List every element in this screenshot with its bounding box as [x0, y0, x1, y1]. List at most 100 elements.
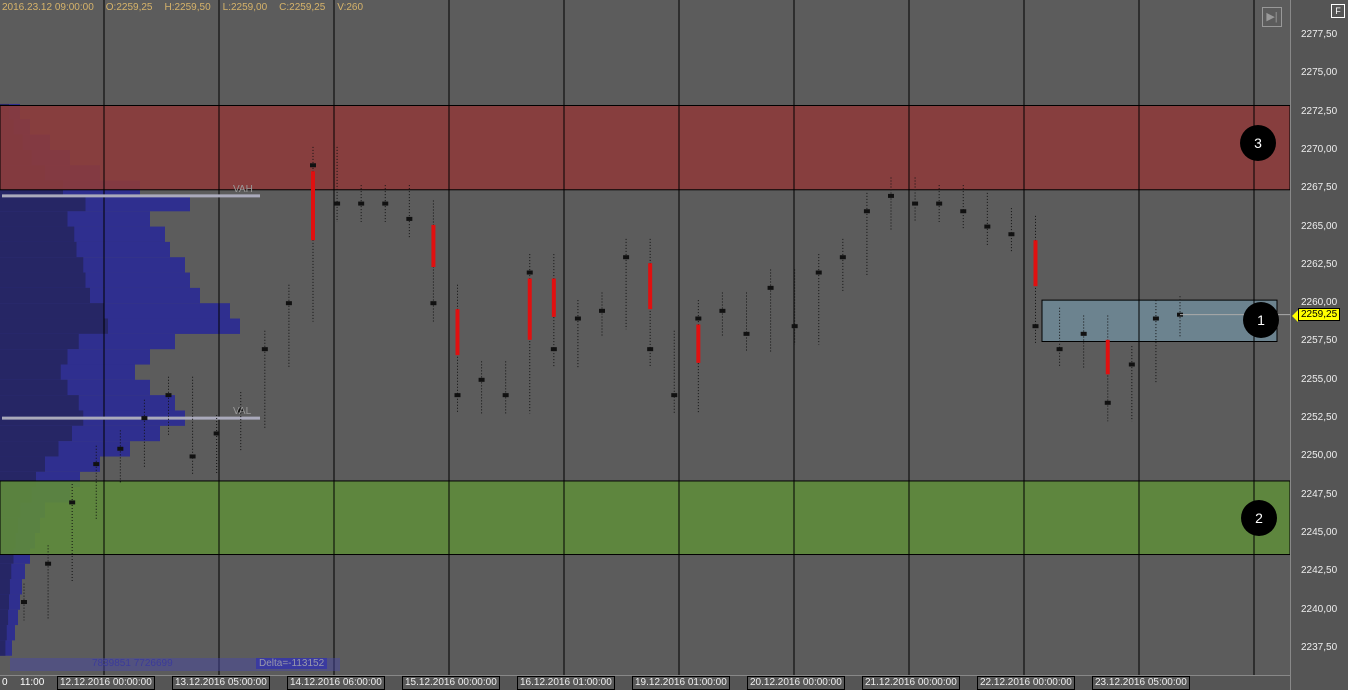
imbalance-marker	[551, 278, 556, 317]
price-bar	[237, 408, 244, 413]
zone-marker-3: 3	[1240, 125, 1276, 161]
price-bar	[671, 393, 678, 398]
profile-bar-inner	[0, 211, 68, 227]
price-bar	[478, 377, 485, 382]
profile-bar-inner	[0, 594, 9, 610]
price-bar	[888, 193, 894, 198]
profile-bar-inner	[0, 257, 84, 273]
price-label: 2250,00	[1301, 450, 1338, 462]
profile-bar-inner	[0, 379, 68, 396]
profile-bar-inner	[0, 226, 75, 242]
price-chart	[0, 0, 1291, 675]
price-bar	[382, 201, 389, 206]
profile-bar-inner	[0, 425, 72, 442]
price-bar	[815, 270, 822, 275]
price-label: 2277,50	[1301, 29, 1338, 40]
price-label: 2275,00	[1301, 67, 1338, 79]
price-bar	[21, 600, 27, 605]
high-value: H:2259,50	[164, 2, 211, 13]
scroll-to-end-button[interactable]: ▶|	[1262, 7, 1282, 27]
f-button[interactable]: F	[1331, 4, 1345, 18]
price-label: 2247,50	[1301, 488, 1338, 500]
price-bar	[1104, 400, 1111, 405]
price-bar	[1080, 331, 1087, 336]
last-price-tag: 2259,25	[1291, 308, 1341, 322]
price-bar	[1056, 347, 1063, 352]
imbalance-marker	[648, 263, 653, 310]
price-bar	[839, 255, 846, 260]
profile-bar-inner	[0, 287, 90, 304]
time-label: 11:00	[20, 677, 45, 688]
profile-bar-inner	[0, 195, 86, 212]
date-box: 14.12.2016 06:00:00	[287, 676, 385, 690]
profile-bar-inner	[0, 318, 108, 334]
price-bar	[285, 301, 292, 306]
profile-bar-inner	[0, 333, 79, 350]
profile-bar-inner	[0, 441, 59, 457]
close-value: C:2259,25	[279, 2, 326, 13]
chart-area[interactable]: 2016.23.12 09:00:00 O:2259,25 H:2259,50 L:2…	[0, 0, 1291, 675]
price-bar	[1008, 232, 1015, 237]
ohlc-header: 2016.23.12 09:00:00 O:2259,25 H:2259,50 L:2…	[2, 2, 375, 13]
price-bar	[767, 285, 774, 290]
price-bar	[1128, 362, 1135, 367]
date-box: 20.12.2016 00:00:00	[747, 676, 845, 690]
price-bar	[430, 301, 437, 306]
zone-marker-2: 2	[1241, 500, 1277, 536]
volume-stats: 7839851 7726699 Delta=-113152	[10, 658, 340, 671]
price-label: 2255,00	[1301, 373, 1338, 385]
date-box: 16.12.2016 01:00:00	[517, 676, 615, 690]
date-box: 13.12.2016 05:00:00	[172, 676, 270, 690]
delta-value: Delta=-113152	[256, 658, 328, 669]
price-bar	[358, 201, 365, 206]
price-bar	[743, 331, 750, 336]
price-bar	[454, 393, 461, 398]
imbalance-marker	[455, 309, 460, 356]
price-bar	[574, 316, 581, 321]
price-bar	[334, 201, 341, 206]
zone-1	[1041, 299, 1278, 342]
price-bar	[45, 561, 52, 566]
price-axis[interactable]: F 2277,50 2275,00 2272,50 2270,00 2267,50 226…	[1290, 0, 1348, 690]
price-label: 2257,50	[1301, 335, 1338, 347]
date-box: 12.12.2016 00:00:00	[57, 676, 155, 690]
price-bar	[863, 209, 870, 214]
profile-bar-inner	[0, 272, 86, 288]
price-bar	[406, 216, 413, 221]
price-label: 2260,00	[1301, 297, 1338, 309]
volume-value: V:260	[337, 2, 364, 13]
price-bar	[189, 454, 196, 459]
date-box: 19.12.2016 01:00:00	[632, 676, 730, 690]
bar-datetime: 2016.23.12 09:00:00	[2, 2, 94, 13]
price-label: 2242,50	[1301, 565, 1338, 577]
time-label: 0	[2, 677, 8, 688]
price-bar	[695, 316, 702, 321]
imbalance-marker	[431, 224, 436, 268]
price-bar	[141, 416, 148, 421]
price-bar	[623, 255, 630, 260]
price-bar	[1152, 316, 1159, 321]
price-bar	[719, 308, 726, 313]
date-box: 15.12.2016 00:00:00	[402, 676, 500, 690]
price-label: 2237,50	[1301, 641, 1338, 653]
profile-bar-inner	[0, 303, 104, 319]
profile-bar-inner	[0, 625, 7, 641]
imbalance-marker	[311, 171, 315, 241]
imbalance-marker	[527, 278, 532, 340]
price-bar	[791, 324, 798, 329]
price-label: 2272,50	[1301, 105, 1338, 117]
price-bar	[960, 209, 967, 214]
price-bar	[502, 393, 509, 398]
price-label: 2270,00	[1301, 143, 1338, 155]
price-bar	[310, 163, 316, 168]
profile-bar-inner	[0, 364, 61, 380]
date-box: 23.12.2016 05:00:00	[1092, 676, 1190, 690]
profile-bar-inner	[0, 609, 9, 626]
time-axis[interactable]: 0 11:00 12.12.2016 00:00:00 13.12.2016 05:0…	[0, 675, 1290, 690]
price-bar	[550, 347, 557, 352]
profile-bar-inner	[0, 456, 45, 472]
date-box: 22.12.2016 00:00:00	[977, 676, 1075, 690]
low-value: L:2259,00	[222, 2, 268, 13]
price-bar	[984, 224, 991, 229]
price-bar	[1032, 324, 1039, 329]
